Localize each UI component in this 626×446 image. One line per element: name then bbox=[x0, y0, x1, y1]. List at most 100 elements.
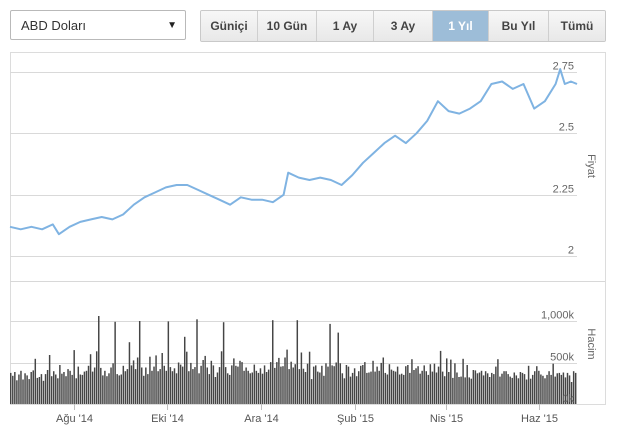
volume-bar bbox=[468, 377, 470, 404]
volume-bar bbox=[548, 371, 550, 404]
volume-bar bbox=[542, 375, 544, 404]
volume-bar bbox=[423, 365, 425, 404]
volume-bar bbox=[372, 360, 374, 404]
volume-bar bbox=[210, 360, 213, 404]
volume-bar bbox=[214, 377, 217, 404]
volume-bar bbox=[91, 371, 94, 404]
volume-bar bbox=[40, 374, 43, 404]
volume-bar bbox=[529, 378, 532, 404]
volume-bar bbox=[61, 373, 63, 404]
volume-bar bbox=[30, 372, 32, 404]
volume-bar bbox=[341, 373, 344, 404]
range-button-intraday[interactable]: Güniçi bbox=[201, 11, 258, 41]
volume-bar bbox=[245, 367, 247, 404]
range-button-1-month[interactable]: 1 Ay bbox=[317, 11, 374, 41]
volume-bar bbox=[321, 365, 323, 404]
volume-bar bbox=[251, 372, 254, 404]
volume-bar bbox=[411, 359, 413, 404]
range-button-1-year[interactable]: 1 Yıl bbox=[433, 11, 489, 41]
price-tick-label: 2 bbox=[568, 245, 574, 257]
volume-bar bbox=[452, 377, 454, 404]
volume-bar bbox=[429, 364, 432, 404]
volume-bar bbox=[572, 371, 575, 404]
volume-bar bbox=[100, 367, 102, 404]
volume-bar bbox=[439, 350, 442, 404]
volume-bar bbox=[364, 362, 366, 404]
volume-bar bbox=[325, 363, 327, 404]
volume-bar bbox=[564, 377, 567, 404]
volume-bar bbox=[243, 370, 245, 404]
volume-bar bbox=[568, 375, 571, 404]
volume-tick-label: 0k bbox=[562, 393, 574, 405]
volume-bar bbox=[374, 371, 376, 404]
volume-bar bbox=[159, 369, 161, 404]
volume-bar bbox=[77, 366, 80, 404]
volume-bar bbox=[278, 357, 280, 404]
volume-bar bbox=[538, 370, 540, 404]
volume-bar bbox=[59, 365, 61, 404]
volume-bar bbox=[376, 366, 378, 404]
volume-bar bbox=[282, 366, 284, 404]
range-button-3-months[interactable]: 3 Ay bbox=[374, 11, 433, 41]
volume-bar bbox=[386, 374, 389, 404]
volume-bar bbox=[329, 323, 331, 404]
volume-bar bbox=[413, 370, 415, 404]
volume-bar bbox=[112, 363, 114, 404]
volume-bar bbox=[407, 365, 409, 404]
volume-bar bbox=[366, 372, 368, 404]
volume-bar bbox=[57, 378, 59, 404]
volume-bar bbox=[450, 359, 452, 404]
time-range-selector: Güniçi 10 Gün 1 Ay 3 Ay 1 Yıl Bu Yıl Tüm… bbox=[200, 10, 606, 42]
volume-bar bbox=[83, 371, 86, 404]
chart-frame bbox=[10, 52, 606, 405]
volume-bar bbox=[16, 380, 18, 404]
volume-bar bbox=[531, 374, 534, 404]
volume-bar bbox=[517, 378, 520, 404]
volume-bar bbox=[263, 365, 266, 404]
volume-bar bbox=[50, 376, 53, 404]
volume-bar bbox=[63, 372, 65, 404]
volume-bar bbox=[22, 379, 24, 404]
volume-bar bbox=[204, 355, 206, 404]
volume-bar bbox=[173, 368, 176, 404]
range-button-all[interactable]: Tümü bbox=[549, 11, 605, 41]
volume-bar bbox=[519, 372, 522, 404]
volume-bar bbox=[161, 353, 163, 404]
volume-bar bbox=[378, 370, 380, 404]
volume-bar bbox=[345, 365, 348, 404]
volume-bar bbox=[308, 351, 311, 404]
x-tick-label: Haz '15 bbox=[521, 413, 558, 425]
volume-bar bbox=[194, 367, 196, 404]
price-tick-label: 2.5 bbox=[559, 122, 574, 134]
volume-bar bbox=[362, 365, 364, 404]
volume-bar bbox=[486, 373, 489, 404]
volume-bar bbox=[335, 362, 337, 404]
volume-bar bbox=[357, 371, 360, 404]
volume-bar bbox=[484, 371, 487, 404]
volume-bar bbox=[456, 372, 458, 404]
volume-bar bbox=[247, 370, 249, 404]
volume-bar bbox=[12, 375, 14, 404]
volume-bar bbox=[421, 370, 423, 404]
volume-bar bbox=[85, 370, 88, 404]
volume-bar bbox=[327, 366, 329, 404]
price-axis-label: Fiyat bbox=[585, 154, 597, 178]
range-button-this-year[interactable]: Bu Yıl bbox=[489, 11, 549, 41]
caret-down-icon: ▼ bbox=[167, 19, 177, 31]
volume-bar bbox=[141, 367, 143, 404]
volume-bar bbox=[67, 369, 69, 404]
volume-bar bbox=[122, 365, 125, 404]
range-button-10-days[interactable]: 10 Gün bbox=[258, 11, 317, 41]
volume-bar bbox=[157, 371, 159, 404]
volume-bar bbox=[267, 369, 270, 404]
volume-bar bbox=[69, 370, 71, 404]
volume-bar bbox=[118, 375, 120, 404]
volume-bar bbox=[550, 374, 552, 404]
volume-bar bbox=[462, 358, 464, 404]
volume-bar bbox=[265, 372, 268, 404]
volume-bar bbox=[540, 374, 542, 404]
currency-select[interactable]: ABD Doları ▼ bbox=[10, 10, 186, 40]
volume-bar bbox=[296, 320, 299, 404]
volume-bar bbox=[544, 378, 546, 404]
